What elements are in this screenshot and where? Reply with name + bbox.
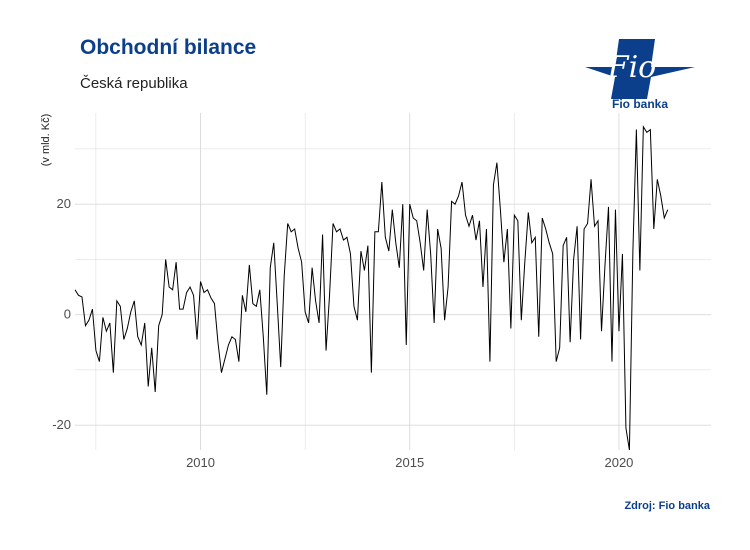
fio-logo: Fio xyxy=(585,35,695,115)
y-tick-label: 0 xyxy=(64,307,71,322)
y-tick-label: 20 xyxy=(57,196,71,211)
x-tick-label: 2020 xyxy=(604,455,633,470)
chart-subtitle: Česká republika xyxy=(80,75,188,92)
axes: -20 0 20 2010 2015 2020 xyxy=(52,196,633,470)
series-line xyxy=(74,125,669,451)
y-tick-label: -20 xyxy=(52,417,71,432)
grid xyxy=(75,113,711,450)
logo-caption: Fio banka xyxy=(611,97,668,111)
y-axis-label: (v mld. Kč) xyxy=(40,114,52,167)
fio-logo-mark: Fio xyxy=(585,39,695,99)
x-tick-label: 2015 xyxy=(395,455,424,470)
chart-title: Obchodní bilance xyxy=(80,36,257,59)
source-note: Zdroj: Fio banka xyxy=(624,500,710,512)
logo-wordmark: Fio xyxy=(607,50,656,85)
x-tick-label: 2010 xyxy=(186,455,215,470)
